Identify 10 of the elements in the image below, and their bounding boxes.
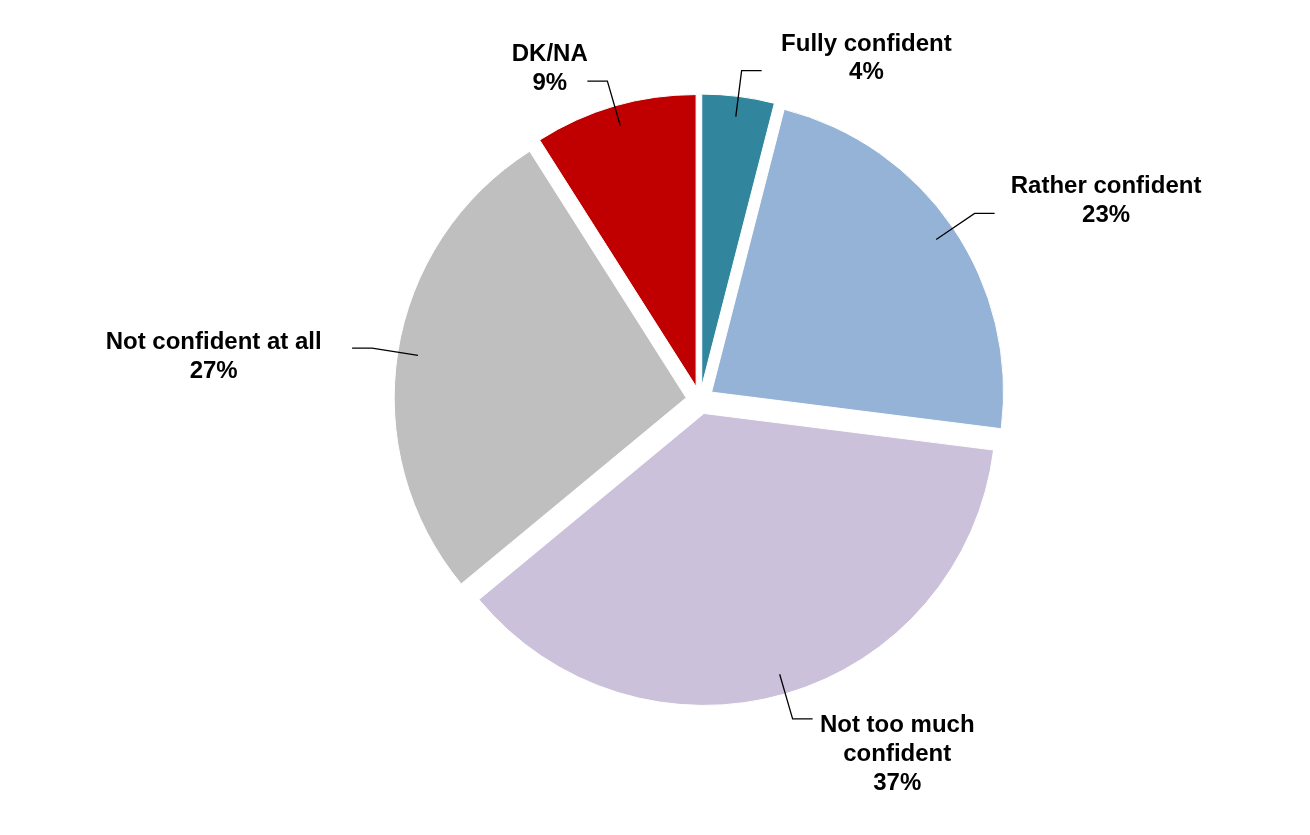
data-label: 37% bbox=[873, 767, 922, 795]
slice-label: Not too much confident bbox=[819, 710, 975, 766]
data-label: 9% bbox=[532, 68, 568, 96]
data-label: 27% bbox=[189, 356, 238, 384]
data-label: 4% bbox=[849, 57, 884, 85]
data-label: 23% bbox=[1082, 200, 1131, 228]
slice-label: Not confident at all bbox=[105, 327, 322, 355]
slice-label: Rather confident bbox=[1010, 171, 1202, 199]
slice-label: DK/NA bbox=[511, 39, 588, 67]
slice-label: Fully confident bbox=[781, 28, 952, 56]
